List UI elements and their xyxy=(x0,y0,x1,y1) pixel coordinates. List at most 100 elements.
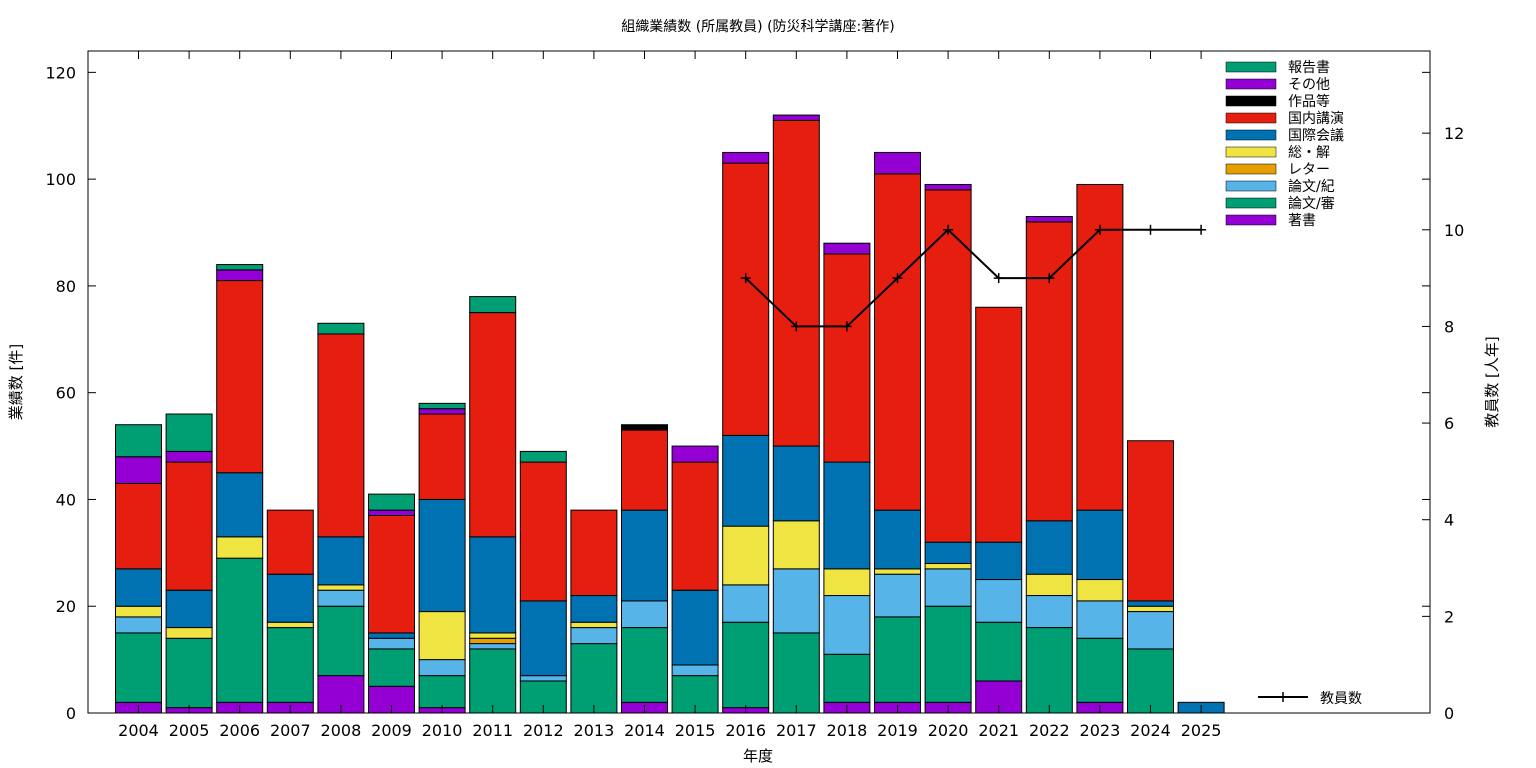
bar-2008-series-6 xyxy=(317,333,365,538)
bar-2021-series-1 xyxy=(975,621,1023,682)
bar-2010-series-2 xyxy=(418,659,466,677)
legend-label-5: 総・解 xyxy=(1288,145,1330,161)
legend-swatch-4 xyxy=(1225,129,1277,141)
bar-2008-series-4 xyxy=(317,584,365,591)
line-point-2025 xyxy=(1196,224,1207,235)
legend-line-label: 教員数 xyxy=(1320,691,1362,707)
bar-2004-series-5 xyxy=(115,568,162,607)
legend-item-1: その他 xyxy=(1225,77,1330,93)
bar-2005-series-6 xyxy=(165,461,213,591)
legend-item-8: 論文/審 xyxy=(1225,196,1335,212)
bar-2022-series-6 xyxy=(1025,221,1073,522)
line-point-2023 xyxy=(1094,224,1105,235)
legend-swatch-1 xyxy=(1225,78,1277,90)
x-tick-label-2013: 2013 xyxy=(574,721,615,740)
bar-2015-series-5 xyxy=(671,589,719,666)
x-tick-label-2021: 2021 xyxy=(978,721,1019,740)
x-tick-label-2022: 2022 xyxy=(1029,721,1070,740)
bar-2004-series-8 xyxy=(115,456,162,484)
legend-label-2: 作品等 xyxy=(1288,93,1330,110)
x-tick-label-2024: 2024 xyxy=(1130,721,1171,740)
legend-swatch-3 xyxy=(1225,112,1277,124)
x-tick-label-2023: 2023 xyxy=(1080,721,1121,740)
bar-2009-series-8 xyxy=(368,509,415,516)
bar-2009-series-2 xyxy=(368,637,415,650)
bar-2005-series-5 xyxy=(165,589,213,629)
bar-2008-series-5 xyxy=(317,536,365,586)
bar-2017-series-5 xyxy=(772,445,820,522)
legend-swatch-5 xyxy=(1225,146,1277,158)
bar-2009-series-6 xyxy=(368,514,415,634)
bar-2014-series-2 xyxy=(621,600,668,629)
bar-2023-series-6 xyxy=(1076,183,1124,511)
bar-2014-series-5 xyxy=(621,509,668,602)
bar-2011-series-6 xyxy=(469,312,517,538)
x-tick-label-2015: 2015 xyxy=(675,721,716,740)
y2-tick-label-6: 6 xyxy=(1444,414,1454,433)
bar-2020-series-6 xyxy=(924,189,972,543)
y2-axis-label: 教員数 [人年] xyxy=(1483,336,1501,427)
line-series xyxy=(740,224,1207,332)
bar-2010-series-1 xyxy=(418,675,466,709)
line-point-2016 xyxy=(740,273,751,284)
legend-item-7: 論文/紀 xyxy=(1225,179,1335,195)
bar-2010-series-8 xyxy=(418,408,466,415)
legend-swatch-6 xyxy=(1225,163,1277,175)
bar-2010-series-5 xyxy=(418,498,466,613)
bar-2011-series-9 xyxy=(469,296,517,314)
bar-2005-series-8 xyxy=(165,450,213,463)
bar-2016-series-2 xyxy=(722,584,770,623)
bar-2018-series-6 xyxy=(823,253,871,463)
bar-2007-series-4 xyxy=(266,621,314,629)
y-tick-label-0: 0 xyxy=(66,704,76,723)
y-tick-label-60: 60 xyxy=(56,384,76,403)
x-tick-label-2007: 2007 xyxy=(270,721,311,740)
x-tick-label-2017: 2017 xyxy=(776,721,817,740)
legend-label-1: その他 xyxy=(1288,77,1330,93)
bar-2011-series-1 xyxy=(469,648,517,714)
y2-tick-label-8: 8 xyxy=(1444,317,1454,336)
legend-swatch-8 xyxy=(1225,197,1277,209)
bar-2020-series-1 xyxy=(924,605,972,703)
x-tick-label-2008: 2008 xyxy=(321,721,362,740)
bar-2005-series-9 xyxy=(165,413,213,452)
line-point-2018 xyxy=(841,321,852,332)
bar-2004-series-1 xyxy=(115,632,162,703)
y-axis: 0 20 40 60 80 100 120 xyxy=(45,63,1430,723)
bar-2016-series-6 xyxy=(722,162,770,436)
bar-2007-series-6 xyxy=(266,509,314,575)
bar-2018-series-2 xyxy=(823,595,871,655)
bar-2016-series-5 xyxy=(722,434,770,527)
x-tick-label-2005: 2005 xyxy=(169,721,210,740)
bar-2011-series-2 xyxy=(469,643,517,650)
bar-2004-series-9 xyxy=(115,424,162,458)
legend-item-4: 国際会議 xyxy=(1225,127,1344,144)
bar-2017-series-4 xyxy=(772,520,820,570)
bar-2019-series-2 xyxy=(874,573,921,618)
legend-item-5: 総・解 xyxy=(1225,145,1330,161)
x-tick-label-2016: 2016 xyxy=(725,721,766,740)
bar-2013-series-1 xyxy=(570,643,618,714)
legend-label-7: 論文/紀 xyxy=(1288,179,1335,195)
bar-2018-series-4 xyxy=(823,568,871,597)
bar-2008-series-9 xyxy=(317,322,365,335)
bar-2022-series-4 xyxy=(1025,573,1073,597)
bar-2019-series-1 xyxy=(874,616,921,703)
legend-swatch-0 xyxy=(1225,61,1277,73)
bar-2016-series-1 xyxy=(722,621,770,709)
bar-2018-series-5 xyxy=(823,461,871,570)
bar-2018-series-1 xyxy=(823,653,871,703)
bar-2012-series-9 xyxy=(519,450,567,463)
line-point-2017 xyxy=(791,321,802,332)
bars xyxy=(115,114,1225,714)
bar-2006-series-1 xyxy=(216,557,264,703)
x-tick-label-2004: 2004 xyxy=(118,721,159,740)
bar-2012-series-6 xyxy=(519,461,567,602)
legend-item-6: レター xyxy=(1225,162,1330,178)
y-tick-label-100: 100 xyxy=(45,170,76,189)
x-tick-label-2009: 2009 xyxy=(371,721,412,740)
bar-2016-series-8 xyxy=(722,151,770,164)
legend-item-line: 教員数 xyxy=(1258,691,1362,707)
legend-label-9: 著書 xyxy=(1288,213,1316,229)
